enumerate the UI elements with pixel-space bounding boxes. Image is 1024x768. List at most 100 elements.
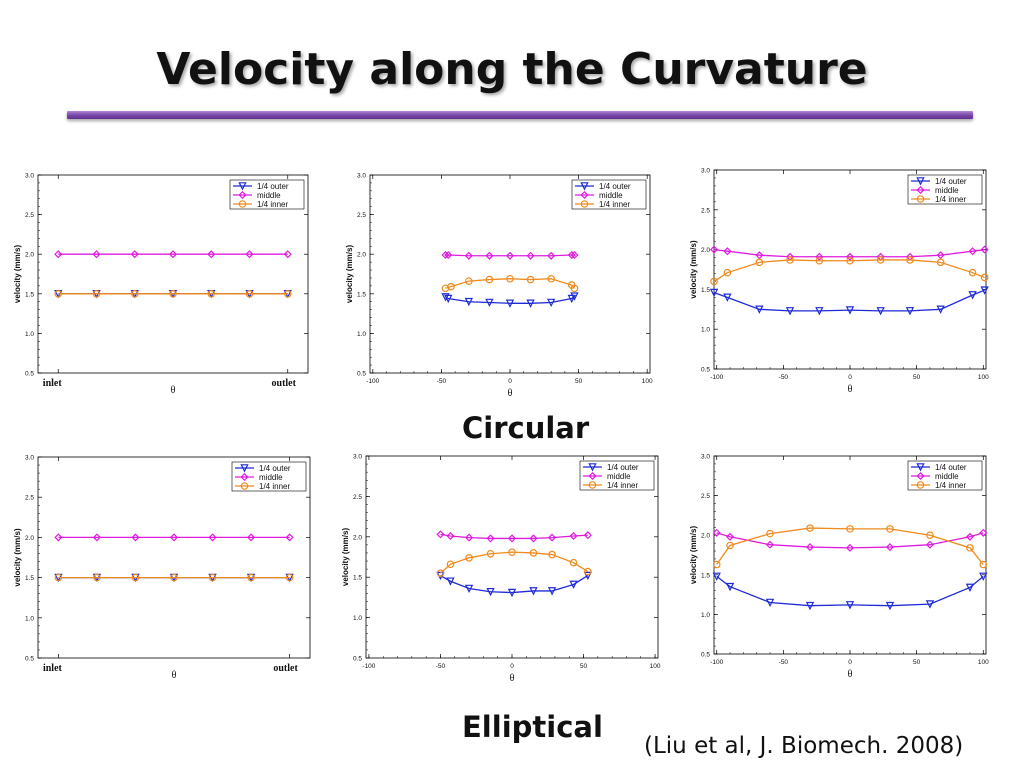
legend-marker [916, 185, 925, 195]
data-point [936, 258, 945, 267]
data-point [446, 577, 455, 586]
legend-entry: 1/4 outer [935, 463, 967, 472]
legend-entry: 1/4 outer [257, 182, 289, 191]
data-point [906, 256, 914, 264]
x-tick-label: outlet [272, 378, 297, 389]
y-tick-label: 0.5 [25, 371, 34, 378]
data-point [485, 298, 494, 308]
data-point [92, 250, 101, 259]
series-line [440, 575, 589, 594]
legend-marker [240, 464, 249, 473]
data-point [567, 294, 576, 304]
data-point [785, 307, 795, 316]
data-point [712, 572, 721, 581]
chart-elliptical-2: 0.5 1.0 1.5 2.0 2.5 3.0 -100 -50 0 50 100 θ velocity… [341, 454, 661, 685]
y-tick-label: 0.5 [353, 656, 362, 663]
series-1-4-inner [712, 524, 988, 569]
series-middle [436, 530, 592, 543]
data-point [436, 530, 445, 539]
data-point [168, 250, 178, 259]
series-1-4-outer [709, 286, 989, 316]
y-axis-label: velocity (mm/s) [341, 528, 350, 587]
data-point [508, 548, 516, 556]
x-tick-label: -50 [779, 374, 789, 381]
x-tick-label: 100 [978, 374, 989, 381]
legend-entry: 1/4 inner [935, 195, 966, 204]
series-middle [441, 250, 579, 260]
data-point [283, 250, 292, 259]
data-point [712, 528, 721, 537]
x-tick-label: -50 [437, 378, 447, 385]
data-point [905, 307, 915, 316]
y-tick-label: 0.5 [701, 652, 710, 659]
data-point [584, 567, 592, 576]
y-tick-label: 0.5 [701, 367, 710, 374]
legend-marker [240, 482, 249, 490]
series-line [440, 533, 588, 540]
x-tick-label: -50 [779, 659, 789, 666]
data-point [507, 534, 517, 543]
legend-entry: 1/4 outer [607, 463, 639, 472]
y-tick-label: 3.0 [701, 454, 710, 461]
y-tick-label: 1.5 [25, 575, 34, 582]
legend-entry: 1/4 outer [259, 464, 291, 473]
data-point [54, 573, 63, 582]
y-tick-label: 1.5 [357, 291, 366, 298]
y-tick-label: 2.5 [25, 495, 34, 502]
x-axis-label: θ [508, 388, 513, 399]
y-tick-label: 3.0 [353, 454, 362, 461]
data-point [845, 543, 855, 552]
data-point [436, 569, 445, 577]
data-point [725, 582, 735, 592]
data-point [526, 275, 535, 284]
x-axis-label: θ [848, 669, 853, 680]
data-point [485, 275, 494, 284]
y-axis-label: velocity (mm/s) [13, 245, 22, 304]
series-line [713, 248, 985, 258]
y-tick-label: 1.0 [353, 615, 362, 622]
series-1-4-inner [710, 256, 989, 286]
legend-entry: 1/4 inner [599, 200, 630, 209]
data-point [965, 583, 975, 593]
data-point [712, 560, 721, 569]
y-tick-label: 3.0 [357, 173, 366, 180]
x-axis-label: θ [171, 385, 176, 396]
series-line [713, 259, 985, 282]
x-tick-label: inlet [43, 663, 63, 674]
legend-marker [580, 200, 589, 208]
data-point [547, 251, 556, 260]
y-tick-label: 1.0 [701, 327, 710, 334]
y-tick-label: 1.5 [701, 287, 710, 294]
legend-entry: middle [257, 191, 281, 200]
chart-circular-2: 0.5 1.0 1.5 2.0 2.5 3.0 -100 -50 0 50 100 θ velocity… [345, 173, 653, 400]
legend-entry: 1/4 inner [259, 482, 290, 491]
data-point [247, 573, 255, 582]
data-point [845, 601, 855, 610]
data-point [247, 533, 256, 542]
data-point [54, 250, 63, 259]
data-point [710, 245, 719, 254]
data-point [583, 571, 593, 581]
legend-entry: middle [935, 472, 959, 481]
x-tick-label: -100 [710, 374, 723, 381]
y-tick-label: 0.5 [25, 656, 34, 663]
citation: (Liu et al, J. Biomech. 2008) [644, 733, 964, 759]
x-tick-label: 0 [510, 663, 514, 670]
y-tick-label: 2.5 [701, 207, 710, 214]
y-tick-label: 1.0 [701, 612, 710, 619]
data-point [130, 290, 139, 298]
x-tick-label: 100 [642, 378, 653, 385]
label-circular: Circular [462, 411, 590, 445]
x-tick-label: -100 [362, 663, 375, 670]
y-axis-label: velocity (mm/s) [689, 240, 698, 299]
legend-marker [916, 471, 925, 481]
data-point [980, 245, 989, 254]
data-point [464, 584, 474, 594]
y-tick-label: 2.5 [353, 494, 362, 501]
data-point [709, 288, 719, 298]
y-tick-label: 2.0 [25, 535, 34, 542]
data-point [979, 528, 988, 537]
data-point [486, 549, 495, 558]
